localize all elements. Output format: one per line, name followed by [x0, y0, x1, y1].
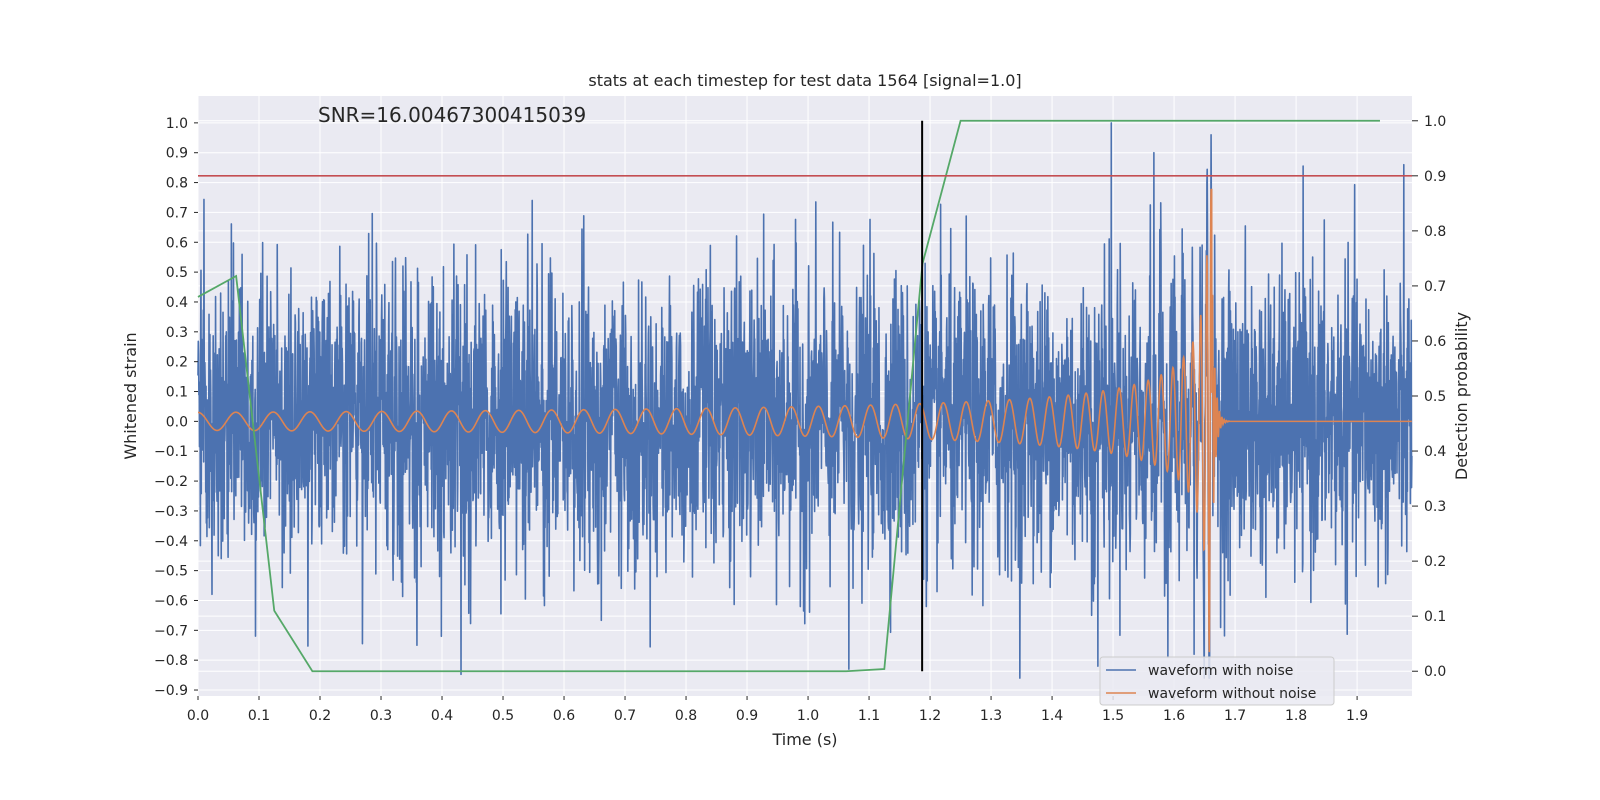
legend-box	[1099, 656, 1335, 706]
y-left-tick-labels: −0.9 −0.8 −0.7 −0.6 −0.5 −0.4 −0.3 −0.2 −0.1 0.0 0…	[154, 116, 198, 699]
y-left-tick-label: −0.2	[154, 474, 188, 490]
legend-label-clean: waveform without noise	[1148, 686, 1316, 702]
x-axis-label: Time (s)	[771, 730, 837, 749]
x-tick-label: 0.1	[248, 708, 270, 724]
y-right-tick-label: 0.3	[1424, 499, 1446, 515]
y-left-tick-label: 0.2	[166, 355, 188, 371]
y-right-tick-label: 0.5	[1424, 389, 1446, 405]
x-tick-label: 0.7	[614, 708, 636, 724]
legend: waveform with noise waveform without noi…	[1099, 656, 1335, 706]
y-left-tick-label: 0.1	[166, 385, 188, 401]
y-right-tick-label: 1.0	[1424, 114, 1446, 130]
y-right-tick-label: 0.2	[1424, 554, 1446, 570]
y-left-tick-label: 1.0	[166, 116, 188, 132]
y-right-tick-label: 0.4	[1424, 444, 1446, 460]
y-left-tick-label: 0.6	[166, 235, 188, 251]
y-left-tick-label: 0.9	[166, 146, 188, 162]
overlays	[198, 120, 1412, 672]
y-right-tick-label: 0.7	[1424, 279, 1446, 295]
y-right-axis-label: Detection probability	[1452, 312, 1471, 480]
snr-annotation: SNR=16.00467300415039	[318, 103, 586, 127]
y-left-tick-label: 0.5	[166, 265, 188, 281]
y-left-axis-label: Whitened strain	[121, 332, 140, 459]
y-right-tick-label: 0.0	[1424, 664, 1446, 680]
legend-label-noisy: waveform with noise	[1148, 663, 1293, 679]
y-left-tick-label: −0.3	[154, 504, 188, 520]
x-tick-label: 1.8	[1285, 708, 1307, 724]
x-tick-label: 0.4	[431, 708, 453, 724]
y-right-tick-label: 0.6	[1424, 334, 1446, 350]
y-right-tick-label: 0.9	[1424, 169, 1446, 185]
x-tick-label: 0.6	[553, 708, 575, 724]
x-tick-label: 0.2	[309, 708, 331, 724]
x-tick-label: 1.0	[797, 708, 819, 724]
y-right-tick-labels: 0.0 0.1 0.2 0.3 0.4 0.5 0.6 0.7 0.8 0.9 1.0	[1412, 114, 1446, 680]
y-left-tick-label: 0.8	[166, 176, 188, 192]
x-tick-label: 1.6	[1163, 708, 1185, 724]
x-tick-label: 0.9	[736, 708, 758, 724]
x-tick-label: 1.2	[919, 708, 941, 724]
y-right-tick-label: 0.1	[1424, 609, 1446, 625]
x-tick-label: 1.4	[1041, 708, 1063, 724]
y-left-tick-label: −0.6	[154, 593, 188, 609]
y-left-tick-label: 0.4	[166, 295, 188, 311]
y-left-tick-label: −0.8	[154, 653, 188, 669]
y-left-tick-label: −0.5	[154, 564, 188, 580]
x-tick-labels: 0.0 0.1 0.2 0.3 0.4 0.5 0.6 0.7 0.8 0.9 1.0 1.1 1.2 1…	[187, 696, 1368, 724]
x-tick-label: 0.8	[675, 708, 697, 724]
x-tick-label: 1.5	[1102, 708, 1124, 724]
y-left-tick-label: 0.7	[166, 205, 188, 221]
y-left-tick-label: −0.7	[154, 623, 188, 639]
y-left-tick-label: 0.0	[166, 414, 188, 430]
x-tick-label: 1.7	[1224, 708, 1246, 724]
chart-title: stats at each timestep for test data 156…	[588, 71, 1021, 90]
y-right-tick-label: 0.8	[1424, 224, 1446, 240]
waveform-without-noise-line	[197, 188, 1412, 653]
x-tick-label: 1.3	[980, 708, 1002, 724]
x-tick-label: 0.5	[492, 708, 514, 724]
x-tick-label: 1.1	[858, 708, 880, 724]
y-left-tick-label: −0.1	[154, 444, 188, 460]
x-tick-label: 0.3	[370, 708, 392, 724]
x-tick-label: 0.0	[187, 708, 209, 724]
y-left-tick-label: −0.9	[154, 683, 188, 699]
y-left-tick-label: −0.4	[154, 534, 188, 550]
y-left-tick-label: 0.3	[166, 325, 188, 341]
x-tick-label: 1.9	[1346, 708, 1368, 724]
